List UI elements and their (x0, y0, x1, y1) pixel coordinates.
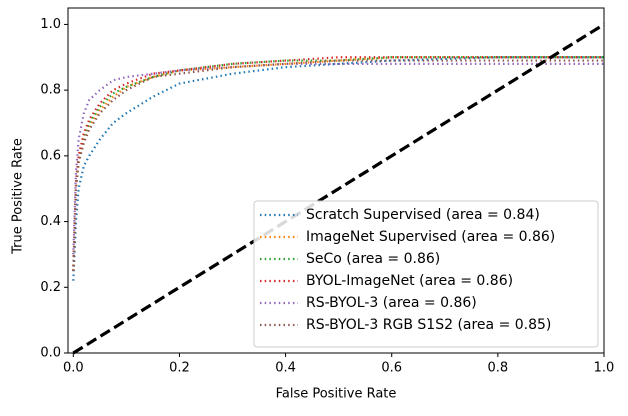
plot-frame (67, 7, 605, 354)
y-tick-label: 0.8 (40, 83, 61, 98)
x-tick-label: 0.4 (275, 361, 296, 376)
x-tick-label: 0.8 (488, 361, 509, 376)
roc-curve (72, 59, 604, 271)
legend-label: Scratch Supervised (area = 0.84) (306, 207, 540, 223)
legend-label: RS-BYOL-3 (area = 0.86) (306, 295, 477, 311)
legend-label: BYOL-ImageNet (area = 0.86) (306, 273, 513, 289)
y-tick-label: 0.6 (40, 148, 61, 163)
legend-label: SeCo (area = 0.86) (306, 251, 440, 267)
legend: Scratch Supervised (area = 0.84) ImageNet… (253, 200, 599, 348)
x-tick-label: 0.0 (63, 361, 84, 376)
legend-label: ImageNet Supervised (area = 0.86) (306, 229, 555, 245)
roc-curve (72, 56, 604, 271)
y-tick-label: 0.0 (40, 346, 61, 361)
x-tick-label: 1.0 (594, 361, 615, 376)
legend-label: RS-BYOL-3 RGB S1S2 (area = 0.85) (306, 317, 551, 333)
x-tick-label: 0.2 (169, 361, 190, 376)
y-tick-label: 0.4 (40, 214, 61, 229)
roc-curve (72, 56, 604, 271)
y-axis-label: True Positive Rate (11, 138, 26, 255)
roc-curve (72, 56, 604, 271)
roc-curve (72, 56, 604, 281)
x-tick-label: 0.6 (381, 361, 402, 376)
y-tick-label: 1.0 (40, 17, 61, 32)
legend-box (253, 200, 599, 348)
chance-line (72, 23, 605, 355)
x-axis-label: False Positive Rate (276, 387, 397, 402)
y-tick-label: 0.2 (40, 280, 61, 295)
